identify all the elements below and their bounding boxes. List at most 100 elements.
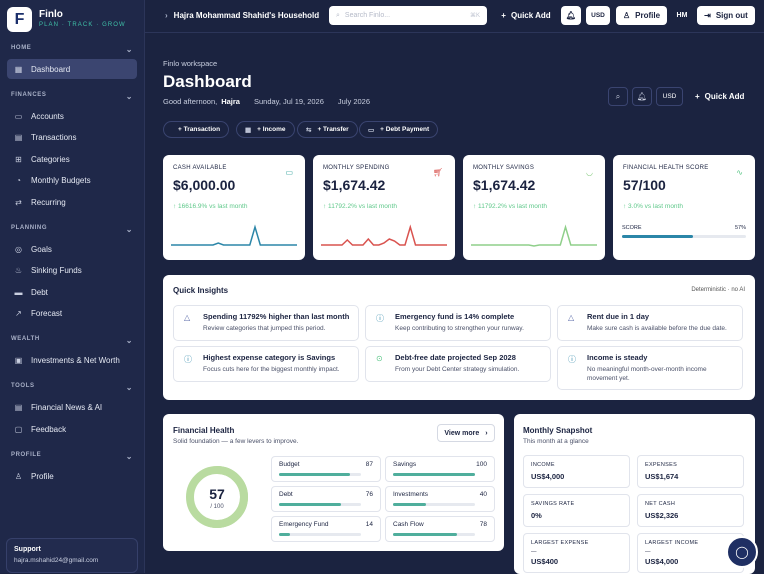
section-home[interactable]: HOME ⌄	[11, 45, 133, 54]
section-tools[interactable]: TOOLS ⌄	[11, 383, 133, 392]
snapshot-label: LARGEST EXPENSE	[531, 540, 589, 546]
action-label: + Transfer	[317, 126, 349, 133]
search-icon: ⌕	[615, 91, 621, 101]
health-bar-emergency-fund: Emergency Fund 14	[271, 516, 381, 542]
page-search-button[interactable]: ⌕	[608, 87, 628, 106]
page-quick-add-button[interactable]: + Quick Add	[695, 92, 744, 101]
insights-title: Quick Insights	[173, 286, 229, 295]
kpi-card-health-score[interactable]: FINANCIAL HEALTH SCORE ∿ 57/100 ↑ 3.0% v…	[613, 155, 755, 260]
sidebar-item-transactions[interactable]: ▤ Transactions	[7, 127, 137, 147]
warning-icon: △	[568, 313, 575, 322]
insight-desc: Keep contributing to strengthen your run…	[395, 325, 524, 332]
insight-item[interactable]: ⊙ Debt-free date projected Sep 2028 From y…	[365, 346, 551, 382]
sidebar-item-goals[interactable]: ◎ Goals	[7, 239, 137, 259]
section-finances[interactable]: FINANCES ⌄	[11, 92, 133, 101]
search-placeholder: Search Finlo...	[344, 12, 391, 19]
sidebar-item-label: Feedback	[31, 424, 67, 434]
bar-track	[393, 503, 475, 506]
sign-out-button[interactable]: ⇥ Sign out	[697, 6, 755, 25]
financial-health-card: Financial Health Solid foundation — a fe…	[163, 414, 504, 551]
kpi-label: MONTHLY SPENDING	[323, 165, 390, 171]
insight-desc: From your Debt Center strategy simulatio…	[395, 366, 520, 373]
kpi-card-cash[interactable]: CASH AVAILABLE ▭ $6,000.00 ↑ 16616.9% vs…	[163, 155, 305, 260]
snapshot-value: US$4,000	[645, 557, 679, 566]
kpi-card-savings[interactable]: MONTHLY SAVINGS ◡ $1,674.42 ↑ 11792.2% v…	[463, 155, 605, 260]
sidebar-item-feedback[interactable]: ▢ Feedback	[7, 419, 137, 439]
section-wealth[interactable]: WEALTH ⌄	[11, 336, 133, 345]
household-switcher[interactable]: › Hajra Mohammad Shahid's Household	[165, 11, 319, 20]
receipt-icon: ▤	[14, 132, 23, 142]
sparkline-series	[171, 224, 297, 246]
sidebar-item-forecast[interactable]: ↗ Forecast	[7, 303, 137, 323]
sidebar-item-monthly-budgets[interactable]: ◔ Monthly Budgets	[7, 170, 137, 190]
insight-desc: No meaningful month-over-month income mo…	[587, 366, 707, 382]
currency-button[interactable]: USD	[586, 6, 610, 25]
health-score: 57	[209, 486, 225, 502]
chevron-down-icon: ⌄	[125, 452, 133, 461]
insight-title: Income is steady	[587, 353, 648, 362]
bar-track	[279, 533, 361, 536]
chat-button[interactable]: ◯	[726, 536, 758, 568]
insight-item[interactable]: ⓘ Emergency fund is 14% complete Keep cont…	[365, 305, 551, 341]
health-bar-budget: Budget 87	[271, 456, 381, 482]
insight-item[interactable]: ⓘ Highest expense category is Savings Focu…	[173, 346, 359, 382]
health-score-max: / 100	[210, 504, 224, 510]
brand[interactable]: F Finlo PLAN · TRACK · GROW	[7, 7, 126, 32]
current-date: Sunday, Jul 19, 2026	[253, 97, 324, 106]
insight-item[interactable]: ⓘ Income is steady No meaningful month-ove…	[557, 346, 743, 390]
bar-label: Savings	[393, 461, 417, 468]
insight-desc: Focus cuts here for the biggest monthly …	[203, 366, 340, 373]
add-income-button[interactable]: ▦ + Income	[236, 121, 295, 138]
sidebar-item-financial-news[interactable]: ▤ Financial News & AI	[7, 397, 137, 417]
score-track	[622, 235, 746, 238]
search-input[interactable]: ⌕ Search Finlo... ⌘K	[329, 6, 487, 25]
insight-title: Debt-free date projected Sep 2028	[395, 353, 516, 362]
section-label: FINANCES	[11, 92, 47, 98]
sidebar-item-dashboard[interactable]: ▦ Dashboard	[7, 59, 137, 79]
insight-item[interactable]: △ Spending 11792% higher than last month R…	[173, 305, 359, 341]
kpi-value: $1,674.42	[323, 177, 386, 193]
chat-bubble-icon: ◯	[735, 545, 749, 559]
info-icon: ⓘ	[568, 355, 576, 364]
page-notifications-button[interactable]: 🔔︎	[632, 87, 652, 106]
profile-button[interactable]: ♙ Profile	[616, 6, 667, 25]
insight-title: Spending 11792% higher than last month	[203, 312, 350, 321]
profile-label: Profile	[635, 11, 661, 20]
sidebar-item-label: Accounts	[31, 111, 64, 121]
sidebar-item-debt[interactable]: ▬ Debt	[7, 282, 137, 302]
workspace-label: Finlo workspace	[163, 59, 218, 68]
sidebar-item-sinking-funds[interactable]: ♨ Sinking Funds	[7, 260, 137, 280]
action-label: + Debt Payment	[380, 126, 430, 133]
section-planning[interactable]: PLANNING ⌄	[11, 225, 133, 234]
insight-title: Rent due in 1 day	[587, 312, 650, 321]
sidebar-item-label: Goals	[31, 244, 52, 254]
add-transaction-button[interactable]: + Transaction	[163, 121, 230, 138]
cart-icon: 🛒︎	[432, 168, 443, 177]
sidebar-item-accounts[interactable]: ▭ Accounts	[7, 106, 137, 126]
bar-track	[393, 473, 475, 476]
health-bar-savings: Savings 100	[385, 456, 495, 482]
insight-item[interactable]: △ Rent due in 1 day Make sure cash is avai…	[557, 305, 743, 341]
sparkline	[171, 224, 297, 246]
view-more-button[interactable]: View more ›	[437, 424, 495, 442]
bar-label: Debt	[279, 491, 293, 498]
add-debt-payment-button[interactable]: ▭ + Debt Payment	[359, 121, 439, 138]
page-currency-button[interactable]: USD	[656, 87, 683, 106]
section-profile[interactable]: PROFILE ⌄	[11, 452, 133, 461]
chevron-right-icon: ›	[485, 429, 488, 437]
bar-value: 100	[476, 461, 487, 468]
avatar[interactable]: HM	[676, 12, 688, 19]
add-transfer-button[interactable]: ⇆ + Transfer	[297, 121, 358, 138]
notifications-button[interactable]: 🔔︎	[561, 6, 581, 25]
support-email[interactable]: hajra.mshahid24@gmail.com	[14, 557, 99, 564]
kpi-card-spending[interactable]: MONTHLY SPENDING 🛒︎ $1,674.42 ↑ 11792.2%…	[313, 155, 455, 260]
snapshot-expenses: EXPENSES US$1,674	[637, 455, 744, 488]
sidebar-item-profile[interactable]: ♙ Profile	[7, 466, 137, 486]
sidebar-item-recurring[interactable]: ⇄ Recurring	[7, 192, 137, 212]
snapshot-label: LARGEST INCOME	[645, 540, 699, 546]
quick-add-button[interactable]: + Quick Add	[497, 6, 555, 25]
insight-title: Highest expense category is Savings	[203, 353, 336, 362]
sidebar-item-categories[interactable]: ⊞ Categories	[7, 149, 137, 169]
support-box[interactable]: Support hajra.mshahid24@gmail.com	[6, 538, 138, 573]
sidebar-item-investments[interactable]: ▣ Investments & Net Worth	[7, 350, 137, 370]
